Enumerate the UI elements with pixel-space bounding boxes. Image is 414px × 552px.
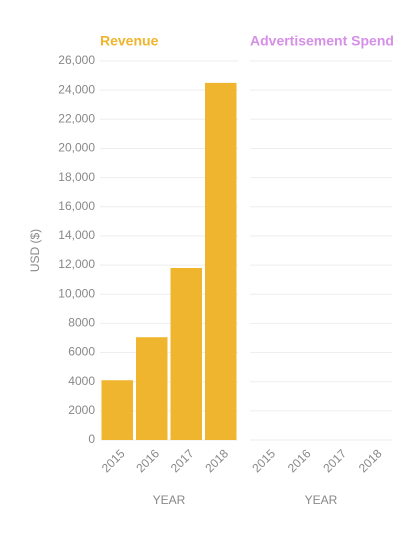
x-tick-label: 2017 [168, 446, 197, 475]
x-axis-label: YEAR [153, 493, 186, 507]
y-tick-label: 24,000 [58, 82, 95, 96]
x-axis-label: YEAR [305, 493, 338, 507]
x-tick-label: 2015 [99, 446, 128, 475]
y-tick-label: 26,000 [58, 53, 95, 67]
y-tick-label: 12,000 [58, 257, 95, 271]
bar [136, 337, 168, 440]
x-tick-label: 2018 [356, 446, 385, 475]
y-tick-label: 22,000 [58, 111, 95, 125]
y-tick-label: 14,000 [58, 228, 95, 242]
bar [101, 380, 133, 440]
y-tick-label: 4000 [68, 374, 95, 388]
y-tick-label: 10,000 [58, 286, 95, 300]
y-tick-label: 18,000 [58, 170, 95, 184]
x-tick-label: 2016 [133, 446, 162, 475]
x-tick-label: 2015 [249, 446, 278, 475]
panel-title: Advertisement Spend [250, 33, 394, 49]
panel-title: Revenue [100, 33, 159, 49]
y-tick-label: 8000 [68, 316, 95, 330]
x-tick-label: 2017 [320, 446, 349, 475]
y-tick-label: 6000 [68, 345, 95, 359]
y-axis-label: USD ($) [28, 229, 42, 272]
x-tick-label: 2018 [202, 446, 231, 475]
x-tick-label: 2016 [285, 446, 314, 475]
bar [170, 267, 202, 440]
y-tick-label: 0 [88, 432, 95, 446]
y-tick-label: 16,000 [58, 199, 95, 213]
y-tick-label: 2000 [68, 403, 95, 417]
bar [205, 82, 237, 440]
y-tick-label: 20,000 [58, 141, 95, 155]
